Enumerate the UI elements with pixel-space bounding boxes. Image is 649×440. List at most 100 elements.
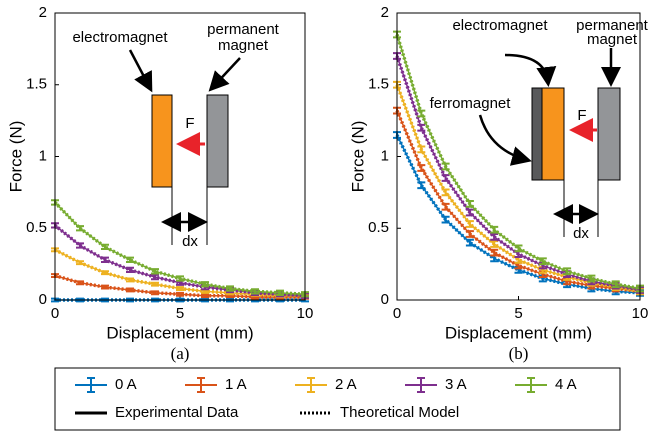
annotation: F [577,107,586,124]
legend-label: 0 A [115,376,137,393]
error-bar [151,273,159,281]
error-bar [101,256,109,263]
error-bar [441,162,450,171]
error-bar [490,248,499,257]
error-bar [417,181,426,190]
y-axis-label: Force (N) [6,121,25,193]
x-tick-label: 10 [297,305,314,322]
panel-label: (a) [171,344,190,363]
panel-label: (b) [509,344,529,363]
error-bar [76,280,84,286]
error-bar [76,260,84,266]
legend-errorbar [527,377,535,393]
error-bar [441,202,450,211]
y-tick-label: 1 [39,147,47,164]
inset-b: electromagnet permanent magnet ferromagn… [430,17,649,242]
y-tick-label: 0 [381,291,389,308]
plot-area [55,13,305,300]
error-bar [417,123,426,132]
annotation: magnet [218,37,269,54]
y-tick-label: 0.5 [26,219,47,236]
error-bar [101,270,109,276]
error-bar [176,291,184,297]
x-axis-label: Displacement (mm) [445,323,592,342]
x-tick-label: 10 [632,305,649,322]
annotation: dx [573,225,589,242]
legend-style-label: Theoretical Model [340,404,459,421]
x-axis-label: Displacement (mm) [106,323,253,342]
annotation: dx [182,233,198,250]
legend: 0 A 1 A 2 A 3 A 4 A Experimental Data Theoreti… [75,376,577,421]
legend-box [54,367,621,431]
annotation: magnet [587,31,638,48]
error-bar [417,164,426,172]
error-bar [151,290,159,296]
error-bar [126,256,134,263]
y-tick-label: 2 [39,4,47,21]
legend-label: 1 A [225,376,247,393]
error-bar [514,244,523,253]
axes-frame [54,12,306,301]
error-bar [417,145,426,154]
annotation: permanent [576,17,649,34]
error-bar [126,266,134,274]
legend-errorbar [87,377,95,393]
plot: 0 0.5 1 1.5 2 0 5 10 Displacement (mm) Force (N) (… [348,4,648,363]
error-bar [538,257,547,266]
error-bar [251,288,259,295]
error-bar [563,267,572,276]
x-tick-label: 5 [176,305,184,322]
y-axis-label: Force (N) [348,121,367,193]
error-bar [176,275,184,282]
annotation: F [185,115,194,132]
legend-errorbar [197,377,205,393]
error-bar [465,208,474,217]
y-tick-label: 1 [381,147,389,164]
x-tick-label: 0 [51,305,59,322]
axes-frame [396,12,641,301]
error-bar [441,188,450,197]
legend-style-label: Experimental Data [115,404,239,421]
y-tick-label: 2 [381,4,389,21]
annotation: permanent [207,21,280,38]
error-bar [465,199,474,208]
error-bar [151,281,159,287]
annotation: electromagnet [452,17,548,34]
error-bar [76,225,84,232]
error-bar [226,285,234,292]
error-bar [465,230,474,238]
legend-label: 2 A [335,376,357,393]
annotation: ferromagnet [430,95,512,112]
plot: 0 0.5 1 1.5 2 0 5 10 Displacement (mm) Force (N) (… [6,4,313,363]
annotation: electromagnet [72,29,168,46]
legend-errorbar [307,377,315,393]
error-bar [201,293,209,299]
error-bar [465,238,474,247]
error-bar [76,242,84,249]
error-bar [126,287,134,293]
x-tick-label: 0 [393,305,401,322]
error-bar [101,284,109,290]
x-tick-label: 5 [514,305,522,322]
error-bar [465,220,474,228]
error-bar [126,277,134,283]
error-bar [276,289,284,296]
error-bar [490,240,499,248]
error-bar [611,280,620,289]
error-bar [490,225,499,234]
error-bar [490,232,499,241]
error-bar [201,281,209,288]
error-bar [151,268,159,275]
error-bar [587,274,596,283]
error-bar [417,109,426,118]
y-tick-label: 0 [39,291,47,308]
legend-label: 4 A [555,376,577,393]
error-bar [441,215,450,224]
inset-a: electromagnet permanent magnet F dx [72,21,279,250]
y-tick-label: 1.5 [368,76,389,93]
error-bar [176,286,184,291]
legend-label: 3 A [445,376,467,393]
error-bar [101,243,109,251]
